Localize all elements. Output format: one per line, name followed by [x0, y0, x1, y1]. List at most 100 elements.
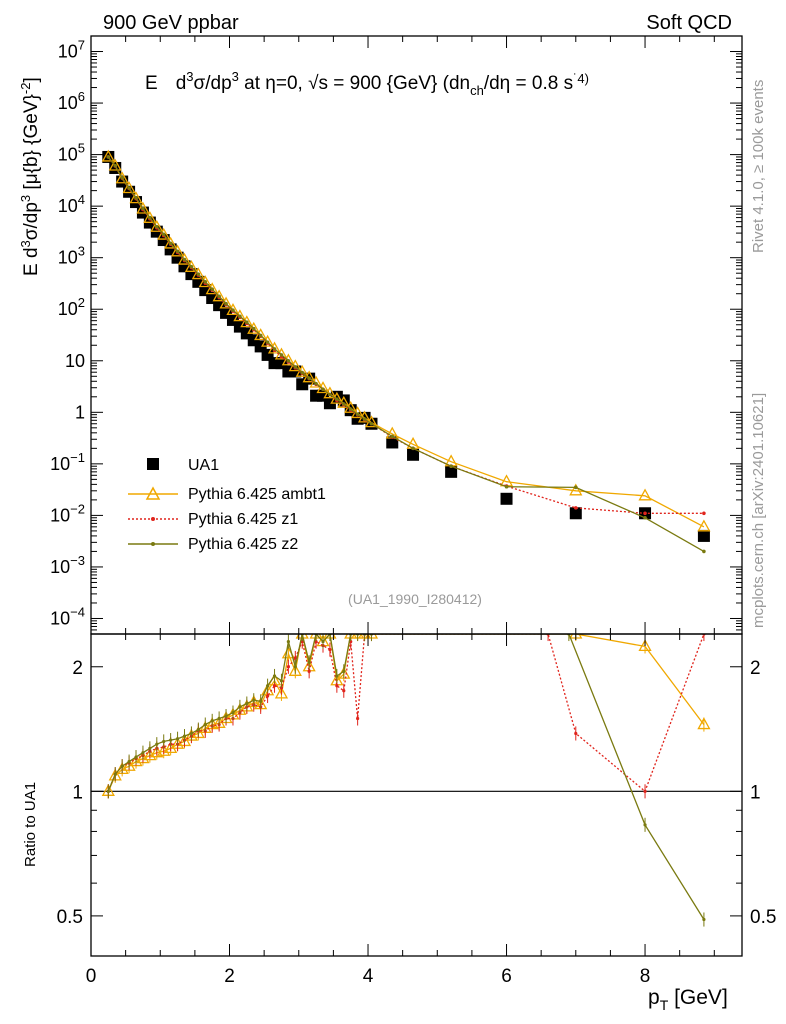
- main-y-tick-label: 10−1: [50, 450, 85, 474]
- ratio-point-z2: [259, 699, 263, 703]
- data-point-z1: [702, 511, 706, 516]
- data-point-ambt1: [157, 227, 171, 240]
- data-point-z2: [203, 280, 208, 284]
- data-point-z2: [106, 155, 111, 159]
- ratio-point-z1: [342, 689, 346, 693]
- data-point-z2: [279, 353, 284, 357]
- data-point-z2: [411, 446, 415, 451]
- legend-entry-ua1: UA1: [147, 457, 219, 474]
- main-y-axis-label: E d3σ/dp3 [μ{b} {GeV}-2]: [18, 77, 42, 276]
- ratio-point-z2: [210, 719, 214, 723]
- data-point-z2: [210, 287, 214, 291]
- axes: 10710610510410310210110−110−210−310−40.5…: [50, 35, 776, 987]
- data-point-ambt1: [198, 275, 212, 288]
- data-point-ambt1: [569, 483, 583, 496]
- data-point-data: [500, 492, 513, 505]
- main-y-tick-label-base: 10: [50, 454, 70, 474]
- ratio-point-z2: [238, 705, 242, 709]
- ratio-line-z2: [107, 634, 705, 920]
- data-point-ambt1: [143, 210, 157, 223]
- main-y-tick-label-exp: −4: [70, 604, 85, 619]
- data-point-z2: [293, 365, 298, 369]
- data-point-ambt1: [638, 488, 652, 501]
- ratio-point-z1: [643, 789, 647, 793]
- data-point-z2: [272, 347, 277, 351]
- ratio-point-z1: [272, 684, 277, 688]
- ratio-y-tick-label-right: 0.5: [750, 907, 776, 928]
- ratio-point-z2: [224, 714, 228, 718]
- main-y-tick-label: 104: [58, 192, 85, 216]
- data-point-z2: [355, 412, 360, 416]
- legend-entry-z2: Pythia 6.425 z2: [128, 536, 298, 553]
- ratio-point-ambt1: [164, 741, 178, 754]
- data-point-z2: [702, 549, 706, 554]
- ratio-point-z1: [314, 640, 318, 644]
- legend: UA1 Pythia 6.425 ambt1 Pythia 6.425 z1 P…: [128, 457, 326, 553]
- data-point-z2: [148, 215, 152, 220]
- main-y-tick-label: 106: [58, 89, 85, 113]
- data-point-z2: [390, 434, 395, 439]
- data-point-ambt1: [150, 219, 164, 232]
- main-y-tick-label-exp: −1: [70, 450, 85, 465]
- data-point-data: [157, 234, 170, 247]
- main-y-tick-label: 102: [58, 295, 85, 319]
- data-point-data: [445, 465, 458, 478]
- main-y-tick-label-base: 10: [58, 42, 78, 62]
- main-panel-marks: [101, 149, 711, 554]
- ratio-point-z1: [356, 716, 360, 721]
- data-point-z2: [341, 402, 346, 406]
- data-point-ambt1: [247, 321, 261, 334]
- data-point-ambt1: [122, 181, 136, 194]
- analysis-tag: (UA1_1990_I280412): [348, 591, 482, 607]
- main-y-tick-label: 10−4: [50, 604, 85, 628]
- ratio-point-z1: [335, 684, 339, 688]
- legend-marker-z1: [151, 517, 155, 521]
- ratio-point-z2: [266, 684, 270, 688]
- ratio-line-z1: [107, 634, 705, 793]
- ratio-y-tick-label-right: 1: [750, 782, 761, 803]
- data-point-z2: [265, 340, 270, 344]
- ratio-point-z2: [702, 917, 706, 922]
- x-tick-label: 8: [640, 966, 651, 987]
- main-y-tick-label-exp: 3: [78, 244, 85, 259]
- data-point-z2: [231, 308, 235, 312]
- x-tick-label: 6: [501, 966, 512, 987]
- main-y-tick-label-base: 10: [58, 93, 78, 113]
- data-point-z2: [154, 224, 159, 229]
- data-point-z2: [335, 397, 339, 401]
- header-left: 900 GeV ppbar: [103, 12, 239, 34]
- data-point-ambt1: [184, 259, 199, 272]
- main-y-tick-label-base: 10: [65, 351, 85, 371]
- main-y-tick-label: 10−3: [50, 553, 85, 577]
- legend-entry-ambt1: Pythia 6.425 ambt1: [128, 486, 326, 503]
- data-point-z2: [245, 320, 249, 325]
- ratio-point-z2: [141, 751, 145, 755]
- main-y-tick-label-exp: 4: [78, 192, 85, 207]
- data-point-ambt1: [136, 201, 150, 214]
- data-point-ambt1: [226, 303, 240, 316]
- ratio-point-z2: [279, 679, 284, 683]
- data-point-z2: [120, 175, 124, 180]
- ratio-point-z1: [300, 640, 304, 644]
- ratio-point-z2: [162, 739, 166, 744]
- data-point-z2: [328, 392, 332, 397]
- ratio-y-tick-label-right: 2: [750, 658, 761, 679]
- main-y-tick-label-exp: 2: [78, 295, 85, 310]
- ratio-point-z2: [182, 734, 187, 738]
- data-point-z2: [643, 515, 647, 520]
- main-y-tick-label-base: 10: [50, 557, 70, 577]
- ratio-y-axis-label: Ratio to UA1: [22, 782, 39, 867]
- main-y-tick-label-base: 1: [75, 402, 85, 422]
- data-point-ambt1: [281, 353, 295, 366]
- data-point-ambt1: [164, 236, 178, 249]
- ratio-point-z2: [342, 669, 346, 673]
- ratio-point-z2: [217, 716, 221, 721]
- data-point-z2: [369, 421, 374, 426]
- data-point-ambt1: [101, 149, 115, 162]
- main-y-tick-label-base: 10: [58, 299, 78, 319]
- ratio-point-z2: [155, 742, 159, 746]
- data-point-z1: [643, 511, 647, 516]
- main-y-tick-label: 103: [58, 244, 85, 268]
- main-y-tick-label-exp: −3: [70, 553, 85, 568]
- data-point-z2: [251, 326, 256, 331]
